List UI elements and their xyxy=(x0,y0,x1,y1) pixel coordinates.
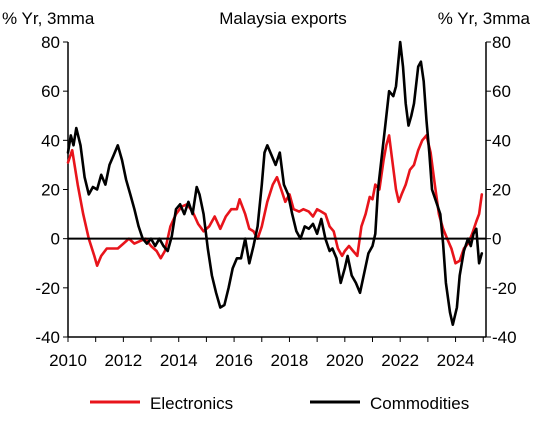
y-tick-label-left: 60 xyxy=(41,82,60,101)
x-tick-label: 2012 xyxy=(104,351,142,370)
y-tick-label-left: 80 xyxy=(41,33,60,52)
x-tick-label: 2010 xyxy=(49,351,87,370)
y-tick-label-left: 40 xyxy=(41,131,60,150)
x-tick-label: 2014 xyxy=(160,351,198,370)
series-line-electronics xyxy=(66,134,484,267)
y-tick-label-right: -40 xyxy=(492,328,517,347)
legend-commodities-label: Commodities xyxy=(370,394,469,413)
left-axis-label: % Yr, 3mma xyxy=(2,9,95,28)
y-tick-label-right: 0 xyxy=(492,230,501,249)
x-tick-label: 2024 xyxy=(437,351,475,370)
x-tick-label: 2022 xyxy=(381,351,419,370)
x-tick-label: 2018 xyxy=(271,351,309,370)
x-tick-label: 2020 xyxy=(326,351,364,370)
y-tick-label-left: 20 xyxy=(41,181,60,200)
y-tick-label-left: -40 xyxy=(35,328,60,347)
right-axis-label: % Yr, 3mma xyxy=(438,9,531,28)
y-tick-label-right: 80 xyxy=(492,33,511,52)
y-tick-label-left: 0 xyxy=(51,230,60,249)
y-tick-label-left: -20 xyxy=(35,279,60,298)
y-tick-label-right: 20 xyxy=(492,181,511,200)
x-tick-label: 2016 xyxy=(215,351,253,370)
chart-title: Malaysia exports xyxy=(219,9,347,28)
series-line-commodities xyxy=(66,40,484,326)
y-tick-label-right: -20 xyxy=(492,279,517,298)
legend-electronics-label: Electronics xyxy=(150,394,233,413)
legend: Electronics Commodities xyxy=(90,394,469,413)
y-tick-label-right: 60 xyxy=(492,82,511,101)
y-tick-label-right: 40 xyxy=(492,131,511,150)
